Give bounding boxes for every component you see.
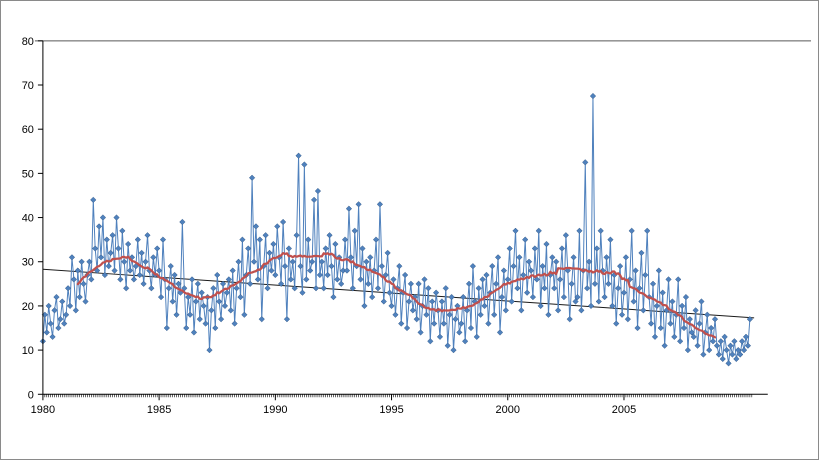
- svg-text:10: 10: [22, 345, 34, 357]
- y-axis-labels: 0 10 20 30 40 50 60 70 80: [22, 36, 34, 401]
- svg-text:70: 70: [22, 80, 34, 92]
- svg-text:2000: 2000: [496, 404, 520, 416]
- svg-text:60: 60: [22, 124, 34, 136]
- svg-text:2005: 2005: [612, 404, 636, 416]
- svg-text:1980: 1980: [31, 404, 55, 416]
- svg-text:1995: 1995: [379, 404, 403, 416]
- x-axis-labels: 1980 1985 1990 1995 2000 2005: [31, 404, 636, 416]
- svg-text:20: 20: [22, 301, 34, 313]
- moving-average-line: [76, 251, 717, 339]
- x-axis: [42, 393, 768, 401]
- svg-text:1990: 1990: [263, 404, 287, 416]
- svg-text:50: 50: [22, 168, 34, 180]
- svg-text:40: 40: [22, 213, 34, 225]
- data-markers: [39, 92, 754, 367]
- data-series: [42, 96, 751, 364]
- svg-text:30: 30: [22, 257, 34, 269]
- y-axis: [37, 40, 44, 395]
- svg-text:0: 0: [28, 389, 34, 401]
- svg-text:80: 80: [22, 36, 34, 48]
- svg-text:1985: 1985: [147, 404, 171, 416]
